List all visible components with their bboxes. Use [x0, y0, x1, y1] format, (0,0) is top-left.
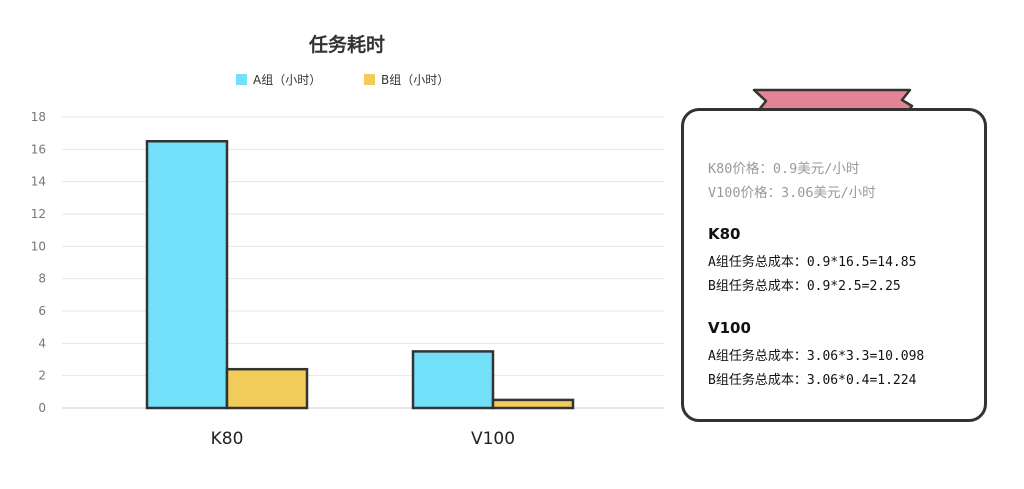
v100-b-cost: B组任务总成本：3.06*0.4=1.224	[708, 373, 917, 388]
x-axis-ticks: K80 V100	[211, 429, 515, 449]
bar-k80-series-1	[145, 140, 229, 410]
legend-swatch	[236, 74, 247, 85]
y-axis-ticks: 0 2 4 6 8 10 12 14 16 18	[31, 110, 46, 415]
y-tick-label: 18	[31, 110, 46, 124]
bar-v100-series-2	[491, 398, 575, 410]
y-tick-label: 16	[31, 142, 46, 156]
section-title-v100: V100	[708, 319, 751, 337]
k80-price: K80价格：0.9美元/小时	[708, 161, 860, 177]
v100-price: V100价格：3.06美元/小时	[708, 185, 876, 201]
k80-b-cost: B组任务总成本：0.9*2.5=2.25	[708, 279, 901, 294]
y-tick-label: 2	[38, 369, 46, 383]
legend-label: B组（小时）	[381, 73, 449, 87]
y-tick-label: 12	[31, 207, 46, 221]
y-tick-label: 0	[38, 401, 46, 415]
y-tick-label: 4	[38, 336, 46, 350]
bar-v100-series-1	[411, 350, 495, 410]
info-card: K80价格：0.9美元/小时 V100价格：3.06美元/小时 K80 A组任务…	[681, 108, 987, 422]
info-card-body: K80价格：0.9美元/小时 V100价格：3.06美元/小时 K80 A组任务…	[708, 157, 974, 393]
y-tick-label: 6	[38, 304, 46, 318]
x-tick-label: K80	[211, 429, 244, 449]
legend-swatch	[364, 74, 375, 85]
bar-chart: 任务耗时 A组（小时） B组（小时） 0 2 4 6 8 10 12 14 16 18 K80 V10…	[31, 33, 664, 449]
chart-title: 任务耗时	[308, 33, 385, 56]
k80-a-cost: A组任务总成本：0.9*16.5=14.85	[708, 255, 917, 270]
bar-k80-series-2	[225, 367, 309, 410]
x-tick-label: V100	[471, 429, 515, 449]
y-tick-label: 8	[38, 272, 46, 286]
y-tick-label: 14	[31, 175, 46, 189]
y-tick-label: 10	[31, 239, 46, 253]
v100-a-cost: A组任务总成本：3.06*3.3=10.098	[708, 349, 925, 364]
legend: A组（小时） B组（小时）	[236, 73, 449, 87]
legend-label: A组（小时）	[253, 73, 321, 87]
bars	[145, 140, 575, 410]
section-title-k80: K80	[708, 225, 741, 243]
